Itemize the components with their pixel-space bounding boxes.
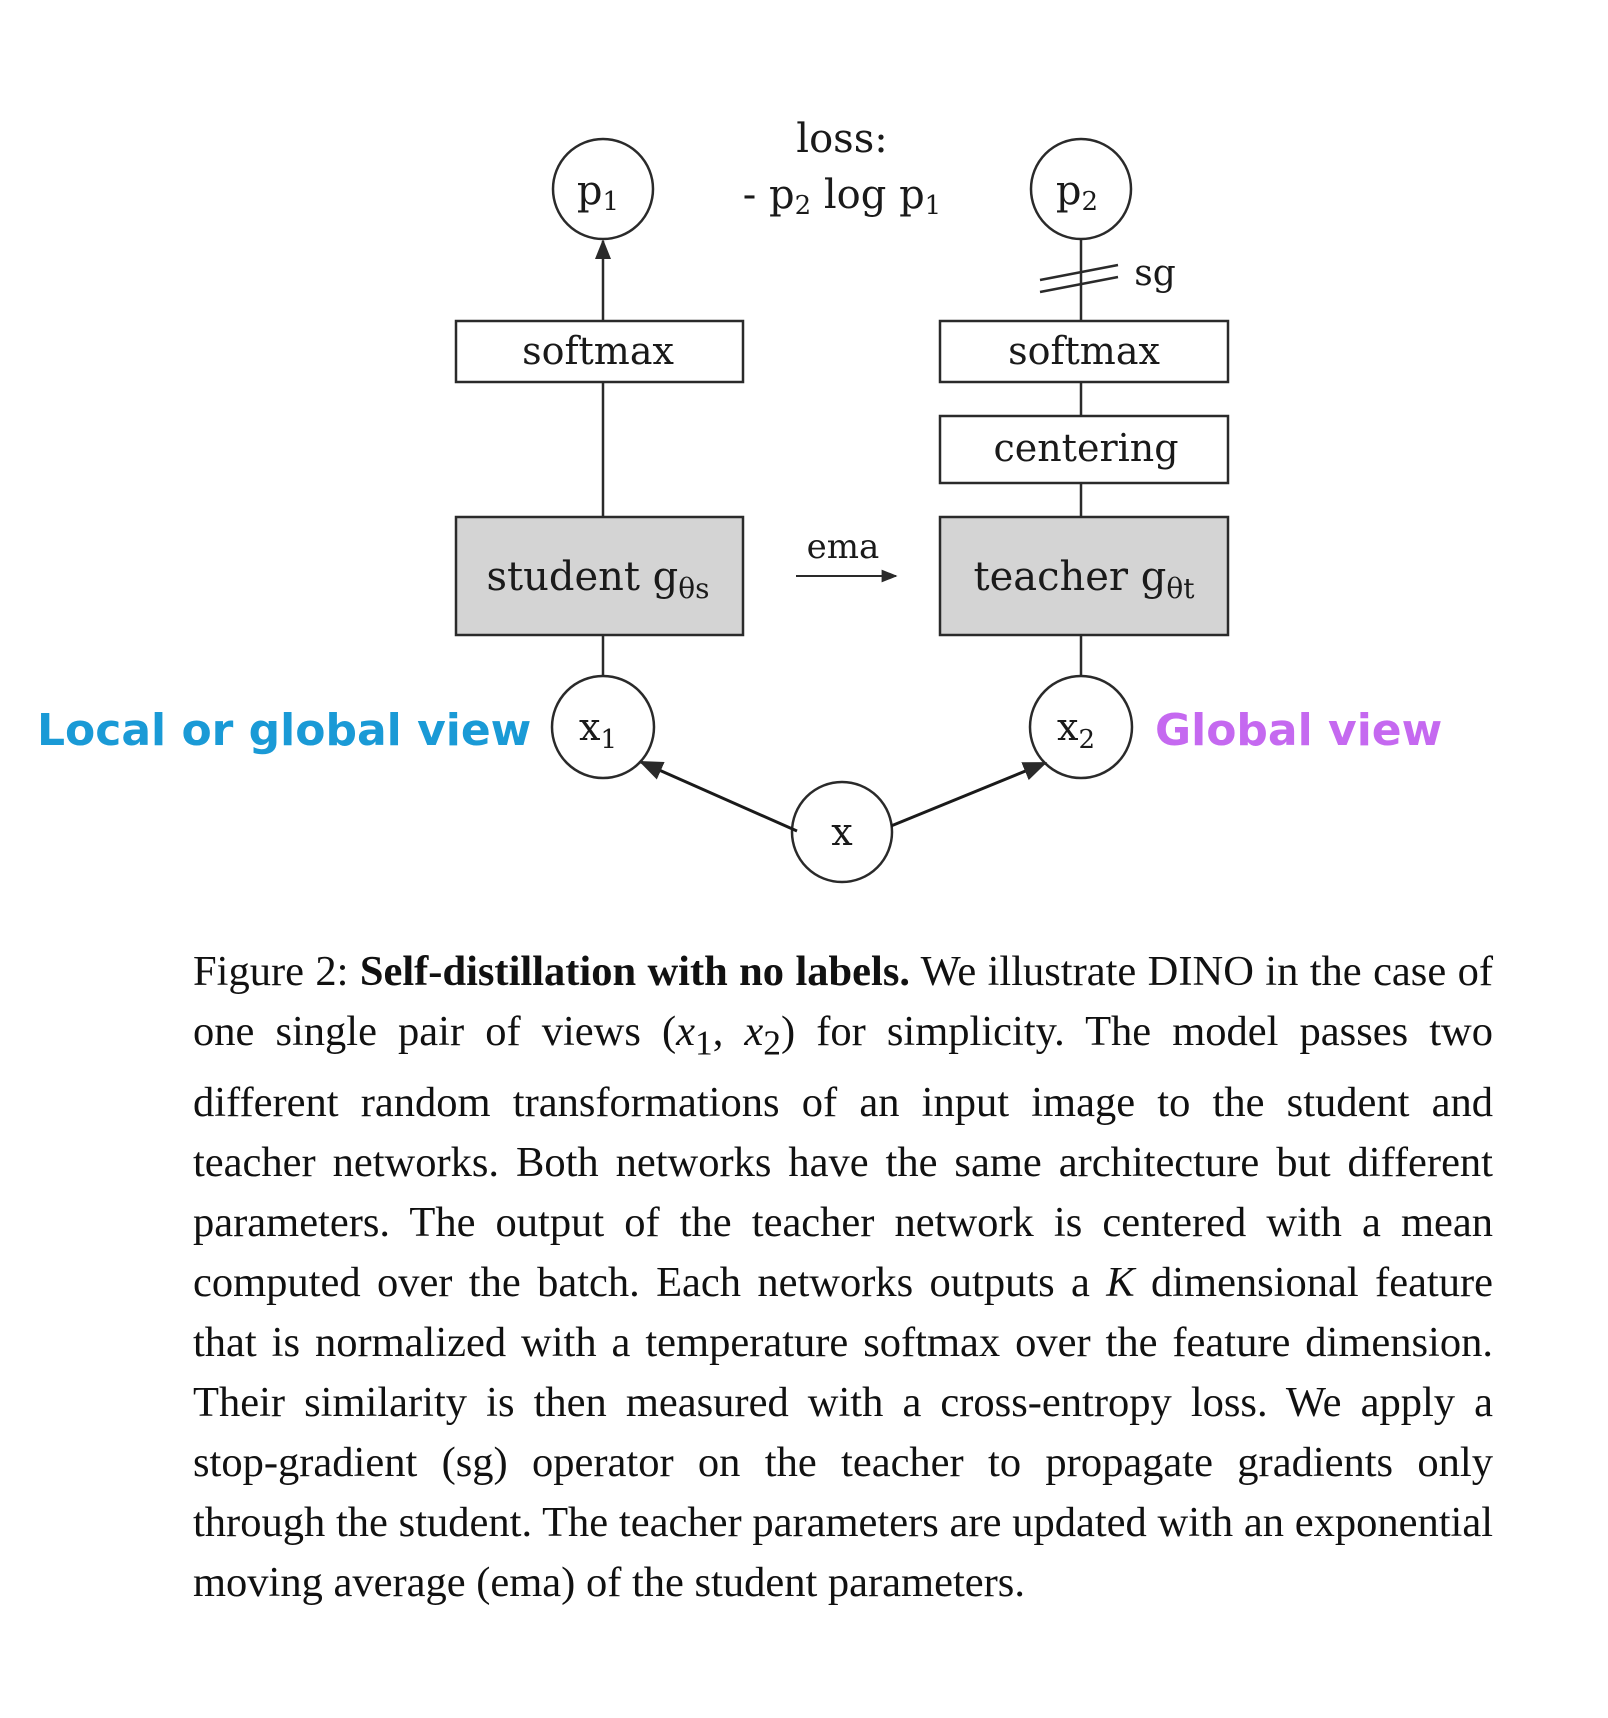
caption-text-2: ) for simplicity. The model passes two d…	[193, 1008, 1493, 1306]
x2-label: x2	[1057, 705, 1095, 755]
figure-label: Figure 2:	[193, 948, 349, 995]
view-var-1: x	[676, 1008, 695, 1055]
teacher-network-box	[938, 515, 1230, 637]
student-network-box	[454, 515, 745, 637]
ema-label: ema	[807, 527, 880, 567]
x1-node	[550, 674, 656, 780]
teacher-network-label: teacher gθt	[974, 554, 1196, 605]
stop-gradient-mark-1	[1039, 263, 1119, 282]
global-view-label: Global view	[1155, 705, 1442, 756]
teacher-softmax-label: softmax	[1008, 329, 1160, 373]
caption-text-1: We illustrate DINO in the case of one si…	[193, 948, 1493, 1055]
student-softmax-label: softmax	[522, 329, 674, 373]
x2-node	[1028, 674, 1134, 780]
caption-comma: ,	[712, 1008, 745, 1055]
view-var-2-sub: 2	[763, 1022, 781, 1063]
student-network-label: student gθs	[486, 554, 709, 605]
x-label: x	[831, 810, 852, 854]
centering-label: centering	[993, 426, 1178, 470]
student-softmax-box	[454, 319, 745, 384]
x1-label: x1	[579, 705, 617, 755]
loss-title: loss:	[796, 116, 887, 162]
p1-label: p1	[577, 168, 619, 217]
view-var-1-sub: 1	[695, 1022, 713, 1063]
x-to-x1-arrow	[638, 760, 798, 833]
local-or-global-view-label: Local or global view	[37, 705, 531, 756]
figure-title: Self-distillation with no labels.	[359, 948, 910, 995]
p2-label: p2	[1056, 168, 1098, 217]
view-var-2: x	[744, 1008, 764, 1055]
loss-formula: - p2 log p1	[743, 172, 941, 221]
teacher-softmax-box	[938, 319, 1230, 384]
x-to-x2-arrow	[890, 761, 1048, 828]
stop-gradient-mark-2	[1039, 275, 1119, 294]
caption-text-3: dimensional feature that is normalized w…	[193, 1258, 1494, 1606]
figure-caption: Figure 2: Self-distillation with no labe…	[193, 942, 1493, 1613]
centering-box	[938, 414, 1230, 485]
sg-label: sg	[1134, 253, 1176, 294]
x-node	[790, 780, 894, 884]
k-var: K	[1106, 1258, 1135, 1306]
dino-diagram: loss: - p2 log p1 p1 p2 sg softmax softm…	[37, 116, 1442, 884]
